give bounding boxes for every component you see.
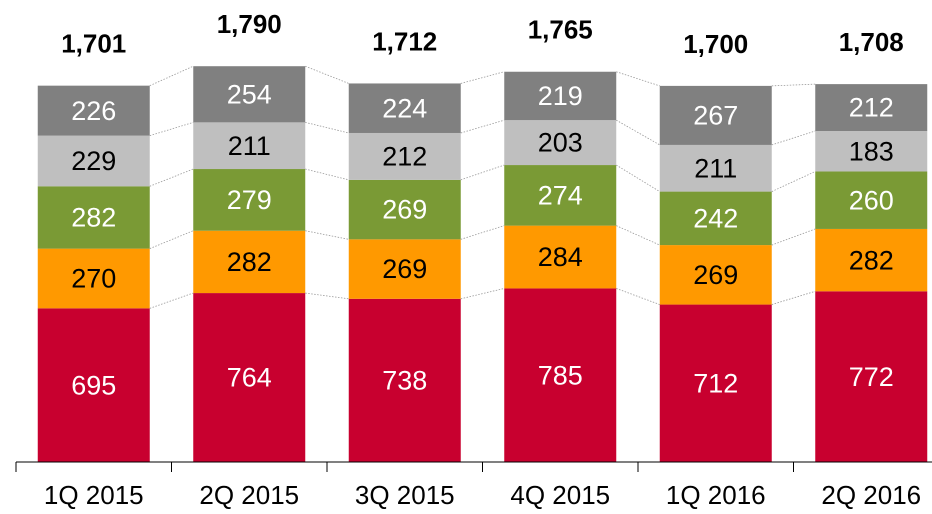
segment-label: 269 bbox=[693, 260, 738, 290]
bar-segment bbox=[348, 132, 461, 180]
connector bbox=[771, 228, 816, 246]
segment-label: 219 bbox=[538, 81, 583, 111]
connector bbox=[305, 121, 349, 134]
segment-label: 269 bbox=[382, 195, 427, 225]
bar-segment bbox=[37, 186, 150, 249]
x-tick-label: 1Q 2015 bbox=[44, 480, 144, 510]
bar-segment bbox=[815, 291, 928, 462]
connector bbox=[149, 292, 194, 309]
total-label: 1,712 bbox=[372, 26, 437, 56]
connector bbox=[460, 164, 505, 181]
connector bbox=[616, 164, 660, 192]
bar-segment bbox=[193, 293, 306, 462]
segment-label: 183 bbox=[849, 136, 894, 166]
bar-segment bbox=[659, 85, 772, 145]
segment-label: 211 bbox=[228, 131, 271, 161]
bar-segment bbox=[348, 83, 461, 133]
segment-label: 211 bbox=[694, 153, 737, 183]
segment-label: 274 bbox=[538, 180, 583, 210]
connector bbox=[771, 171, 816, 192]
bar-segment bbox=[348, 298, 461, 462]
connector bbox=[616, 225, 660, 246]
connector bbox=[771, 83, 816, 87]
connector bbox=[305, 230, 349, 240]
bar-segment bbox=[348, 239, 461, 299]
bar-segment bbox=[504, 288, 617, 462]
x-tick-label: 1Q 2016 bbox=[666, 480, 766, 510]
bar-segment bbox=[193, 169, 306, 231]
segment-label: 282 bbox=[849, 245, 894, 275]
segment-label: 212 bbox=[849, 93, 894, 123]
bar-segment bbox=[193, 66, 306, 123]
segment-label: 229 bbox=[71, 146, 116, 176]
segment-label: 254 bbox=[227, 79, 272, 109]
connector bbox=[616, 71, 660, 87]
bar-segment bbox=[37, 308, 150, 462]
segment-label: 738 bbox=[382, 366, 427, 396]
bar-segment bbox=[504, 71, 617, 121]
bar-segment bbox=[504, 225, 617, 289]
segment-label: 267 bbox=[693, 101, 738, 131]
connector bbox=[771, 130, 816, 146]
total-label: 1,700 bbox=[683, 29, 748, 59]
x-tick-label: 4Q 2015 bbox=[510, 480, 610, 510]
segment-label: 282 bbox=[227, 247, 272, 277]
bar-segment bbox=[504, 165, 617, 226]
connector bbox=[616, 288, 660, 305]
bar-segment bbox=[659, 191, 772, 246]
bar-segment bbox=[659, 245, 772, 305]
connector bbox=[149, 121, 194, 137]
segment-label: 212 bbox=[382, 142, 427, 172]
connector bbox=[149, 230, 194, 249]
segment-label: 270 bbox=[71, 264, 116, 294]
segment-label: 203 bbox=[538, 128, 583, 158]
segment-label: 260 bbox=[849, 185, 894, 215]
segment-label: 772 bbox=[849, 362, 894, 392]
bar-segment bbox=[815, 228, 928, 292]
total-label: 1,701 bbox=[61, 29, 126, 59]
bar-segment bbox=[659, 144, 772, 192]
connector bbox=[616, 119, 660, 146]
segment-label: 712 bbox=[693, 368, 738, 398]
x-tick-label: 2Q 2015 bbox=[199, 480, 299, 510]
connector bbox=[305, 168, 349, 181]
connector bbox=[149, 168, 194, 187]
bar-segment bbox=[193, 122, 306, 170]
x-tick-label: 3Q 2015 bbox=[355, 480, 455, 510]
connector bbox=[771, 290, 816, 305]
bar-segment bbox=[37, 135, 150, 187]
connector bbox=[149, 65, 194, 87]
connector bbox=[460, 71, 505, 84]
bar-segment bbox=[659, 304, 772, 462]
segment-label: 764 bbox=[227, 363, 272, 393]
bar-segment bbox=[504, 120, 617, 166]
segment-label: 282 bbox=[71, 203, 116, 233]
segment-label: 242 bbox=[693, 203, 738, 233]
segment-label: 695 bbox=[71, 370, 116, 400]
bar-segment bbox=[815, 171, 928, 229]
segment-label: 279 bbox=[227, 185, 272, 215]
connector bbox=[305, 65, 349, 84]
connector bbox=[460, 288, 505, 300]
bar-segment bbox=[348, 179, 461, 240]
bar-segment bbox=[37, 85, 150, 136]
segment-label: 284 bbox=[538, 242, 583, 272]
segment-label: 226 bbox=[71, 96, 116, 126]
bar-segment bbox=[815, 130, 928, 172]
connector bbox=[305, 292, 349, 300]
connector bbox=[460, 119, 505, 134]
bar-segment bbox=[37, 248, 150, 309]
total-label: 1,708 bbox=[839, 27, 904, 57]
bar-segment bbox=[815, 84, 928, 131]
total-label: 1,765 bbox=[528, 15, 593, 45]
segment-label: 785 bbox=[538, 360, 583, 390]
total-label: 1,790 bbox=[217, 9, 282, 39]
bar-segment bbox=[193, 230, 306, 294]
segment-label: 269 bbox=[382, 254, 427, 284]
x-tick-label: 2Q 2016 bbox=[821, 480, 921, 510]
connector bbox=[460, 225, 505, 240]
segment-label: 224 bbox=[382, 93, 427, 123]
